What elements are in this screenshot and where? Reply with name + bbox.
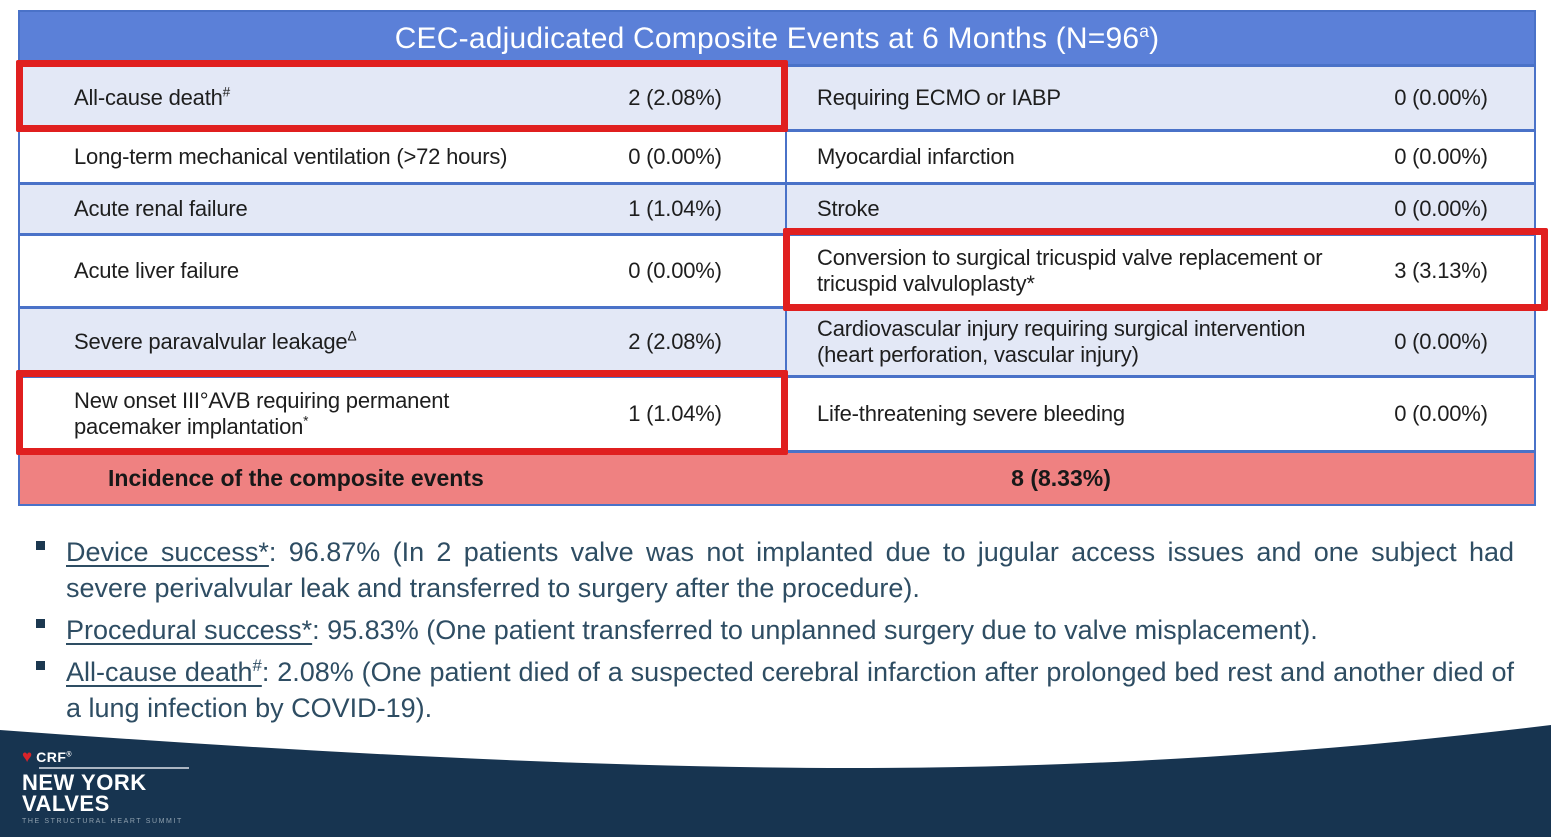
registered-mark: ® [66,750,73,758]
bullet-square-icon [36,541,45,550]
event-label: New onset III°AVB requiring permanent pa… [20,378,565,450]
table-row: New onset III°AVB requiring permanent pa… [20,375,1534,450]
title-suffix: ) [1149,21,1160,55]
bullet-body: : 2.08% (One patient died of a suspected… [66,657,1514,723]
crf-logo-text: CRF® [36,749,72,765]
composite-events-table: CEC-adjudicated Composite Events at 6 Mo… [16,10,1548,506]
bullet-lead: Procedural success* [66,615,312,645]
event-value: 1 (1.04%) [628,196,722,221]
event-label: Long-term mechanical ventilation (>72 ho… [20,132,565,182]
event-label: Conversion to surgical tricuspid valve r… [785,236,1348,306]
event-label-text: Acute liver failure [74,258,239,283]
event-label: Cardiovascular injury requiring surgical… [785,309,1348,375]
event-value: 2 (2.08%) [628,329,722,354]
bullet-lead-text: Procedural success* [66,615,313,645]
title-main: CEC-adjudicated Composite Events at 6 Mo… [394,21,1140,55]
event-value: 0 (0.00%) [628,144,722,169]
event-label-text: Cardiovascular injury requiring surgical… [817,316,1306,367]
logo-divider [39,767,189,769]
wordmark-line2: VALVES [22,791,110,816]
table-title: CEC-adjudicated Composite Events at 6 Mo… [20,12,1534,64]
table-row: Acute renal failure 1 (1.04%) Stroke 0 (… [20,182,1534,233]
bullet-lead-sup: # [252,656,262,675]
event-label: Stroke [785,185,1348,233]
event-label: Acute liver failure [20,236,565,306]
event-value: 0 (0.00%) [1394,196,1488,221]
bullet-lead-text: All-cause death [66,657,253,687]
event-label: Severe paravalvular leakageΔ [20,309,565,375]
list-item: All-cause death#: 2.08% (One patient die… [36,648,1514,726]
event-value: 0 (0.00%) [1394,401,1488,426]
footer-curve-shape [0,725,1551,837]
key-findings-list: Device success*: 96.87% (In 2 patients v… [36,528,1514,726]
summary-row: Incidence of the composite events 8 (8.3… [20,450,1534,504]
event-label: Myocardial infarction [785,132,1348,182]
event-label-sup: * [303,413,309,429]
event-label-text: Acute renal failure [74,196,248,221]
event-label: Requiring ECMO or IABP [785,67,1348,129]
title-superscript: a [1139,20,1150,41]
bullet-square-icon [36,661,45,670]
footer-band: ♥ CRF® NEW YORK VALVES THE STRUCTURAL HE… [0,710,1551,837]
crf-new-york-valves-logo: ♥ CRF® NEW YORK VALVES THE STRUCTURAL HE… [22,748,189,825]
bullet-body: : 96.87% (In 2 patients valve was not im… [66,537,1514,603]
event-value: 1 (1.04%) [628,401,722,426]
list-item: Device success*: 96.87% (In 2 patients v… [36,528,1514,606]
event-label-text: Myocardial infarction [817,144,1015,169]
crf-label: CRF [36,748,67,765]
table-row: Severe paravalvular leakageΔ 2 (2.08%) C… [20,306,1534,375]
summary-value: 8 (8.33%) [1011,465,1111,491]
bullet-lead: All-cause death# [66,656,262,687]
table-row: Long-term mechanical ventilation (>72 ho… [20,129,1534,182]
event-label-sup: Δ [347,328,357,344]
event-value: 3 (3.13%) [1394,258,1488,283]
table-row: All-cause death# 2 (2.08%) Requiring ECM… [20,64,1534,129]
event-value: 0 (0.00%) [1394,85,1488,110]
event-value: 2 (2.08%) [628,85,722,110]
event-value: 0 (0.00%) [1394,144,1488,169]
wordmark-line1: NEW YORK [22,770,147,795]
bullet-body: : 95.83% (One patient transferred to unp… [312,615,1318,645]
summary-label: Incidence of the composite events [108,465,484,491]
event-label-text: Long-term mechanical ventilation (>72 ho… [74,144,508,169]
event-value: 0 (0.00%) [1394,329,1488,354]
summit-tagline: THE STRUCTURAL HEART SUMMIT [22,818,183,825]
bullet-lead: Device success* [66,537,269,567]
event-label-text: All-cause death [74,85,223,110]
heart-icon: ♥ [22,747,33,766]
event-label: All-cause death# [20,67,565,129]
table-row: Acute liver failure 0 (0.00%) Conversion… [20,233,1534,306]
event-label-text: Conversion to surgical tricuspid valve r… [817,245,1323,296]
event-label-text: Severe paravalvular leakage [74,329,348,354]
event-label-sup: # [222,84,231,100]
event-label-text: Stroke [817,196,880,221]
event-label: Acute renal failure [20,185,565,233]
table-title-text: CEC-adjudicated Composite Events at 6 Mo… [395,21,1160,56]
list-item: Procedural success*: 95.83% (One patient… [36,606,1514,648]
event-label-text: New onset III°AVB requiring permanent pa… [74,388,450,439]
crf-logo-row: ♥ CRF® [22,748,189,765]
event-label-text: Life-threatening severe bleeding [817,401,1125,426]
event-label-text: Requiring ECMO or IABP [817,85,1061,110]
event-value: 0 (0.00%) [628,258,722,283]
bullet-square-icon [36,619,45,628]
bullet-lead-text: Device success* [66,537,269,567]
event-label: Life-threatening severe bleeding [785,378,1348,450]
